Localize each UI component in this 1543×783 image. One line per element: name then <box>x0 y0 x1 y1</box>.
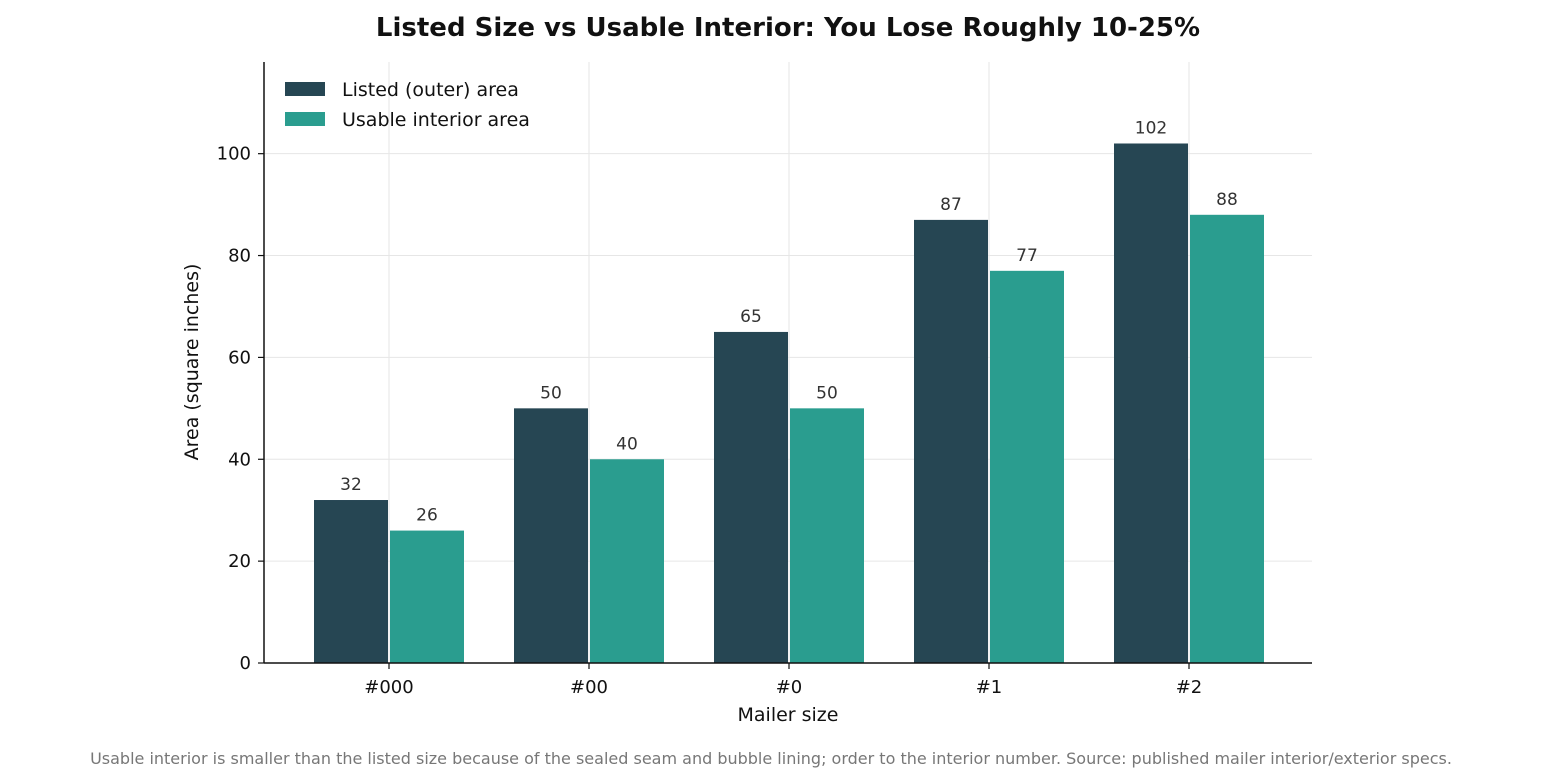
legend-label: Usable interior area <box>342 109 530 131</box>
legend-label: Listed (outer) area <box>342 79 519 101</box>
bar-usable-area <box>990 270 1064 663</box>
data-label: 50 <box>816 383 838 403</box>
x-axis-title: Mailer size <box>738 704 839 726</box>
data-label: 50 <box>540 383 562 403</box>
data-label: 40 <box>616 434 638 454</box>
legend-swatch <box>285 112 325 126</box>
legend-swatch <box>285 82 325 96</box>
chart-title: Listed Size vs Usable Interior: You Lose… <box>376 13 1200 43</box>
axes: 0 20 40 60 80 100 #000 #00 #0 #1 #2 <box>217 62 1312 698</box>
bar-listed-area <box>1114 143 1188 664</box>
y-tick-label: 60 <box>228 347 251 368</box>
data-label: 65 <box>740 307 762 327</box>
data-label: 102 <box>1135 118 1167 138</box>
y-tick-label: 80 <box>228 246 251 267</box>
data-label: 32 <box>340 475 362 495</box>
y-axis-title: Area (square inches) <box>181 264 203 461</box>
x-tick-label: #00 <box>570 677 608 698</box>
y-tick-label: 40 <box>228 449 251 470</box>
data-label: 26 <box>416 506 438 526</box>
bar-listed-area <box>314 500 388 663</box>
legend: Listed (outer) area Usable interior area <box>285 79 530 131</box>
bar-usable-area <box>590 459 664 663</box>
caption: Usable interior is smaller than the list… <box>90 749 1452 768</box>
x-tick-label: #2 <box>1176 677 1203 698</box>
bar-usable-area <box>790 408 864 663</box>
bar-listed-area <box>914 219 988 663</box>
x-tick-label: #0 <box>776 677 803 698</box>
data-label: 77 <box>1016 246 1038 266</box>
x-tick-label: #000 <box>364 677 413 698</box>
data-labels: 32 50 65 87 102 26 40 50 77 88 <box>340 118 1238 525</box>
bar-listed-area <box>514 408 588 663</box>
bar-usable-area <box>1190 214 1264 663</box>
data-label: 88 <box>1216 190 1238 210</box>
y-tick-label: 100 <box>217 144 251 165</box>
data-label: 87 <box>940 195 962 215</box>
bars <box>314 143 1264 664</box>
x-tick-label: #1 <box>976 677 1003 698</box>
bar-listed-area <box>714 331 788 663</box>
bar-usable-area <box>390 530 464 663</box>
y-tick-label: 0 <box>240 653 251 674</box>
y-tick-label: 20 <box>228 551 251 572</box>
